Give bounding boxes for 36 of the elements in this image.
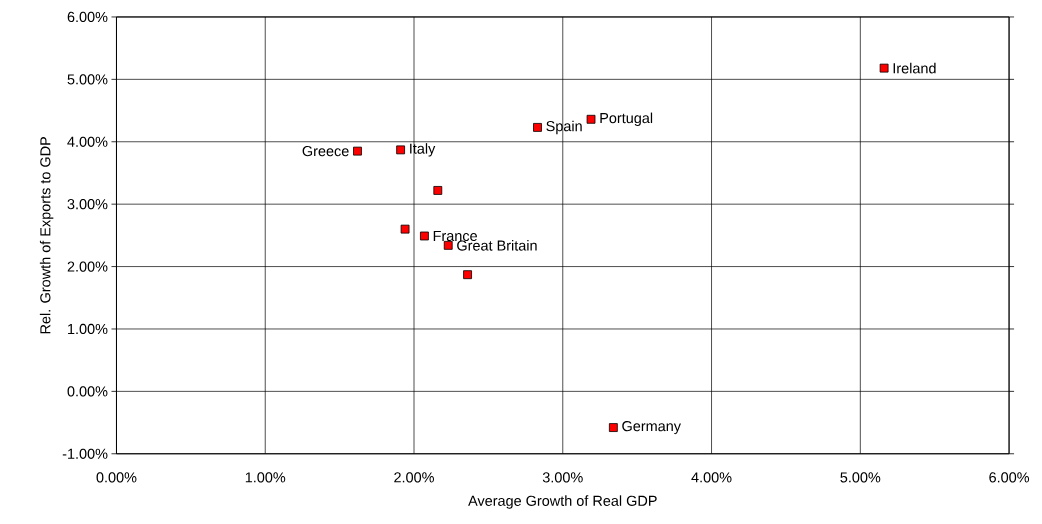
y-tick-label: -1.00% bbox=[62, 448, 108, 460]
x-tick-label: 4.00% bbox=[691, 472, 732, 483]
point bbox=[443, 241, 453, 250]
y-tick-label: 0.00% bbox=[67, 386, 108, 397]
point bbox=[353, 146, 362, 156]
y-tick-label: 1.00% bbox=[68, 324, 108, 335]
x-tick-label: 2.00% bbox=[394, 472, 434, 483]
annotation: Great Britain bbox=[457, 240, 537, 251]
annotation: Ireland bbox=[893, 63, 936, 74]
y-tick-label: 5.00% bbox=[67, 74, 108, 85]
annotation: Italy bbox=[410, 143, 436, 157]
y-axis-title: Rel. Growth of Exports to GDP bbox=[39, 137, 54, 334]
point bbox=[608, 423, 618, 433]
x-tick-label: 3.00% bbox=[542, 472, 583, 483]
y-tick-label: 3.00% bbox=[67, 199, 108, 210]
point bbox=[463, 270, 472, 280]
annotation: Spain bbox=[546, 120, 582, 135]
y-tick-label: 2.00% bbox=[67, 261, 108, 272]
point bbox=[586, 115, 596, 124]
point bbox=[533, 123, 542, 132]
point bbox=[879, 63, 889, 73]
annotation: Portugal bbox=[600, 112, 653, 127]
y-tick-label: 6.00% bbox=[67, 12, 108, 23]
annotation: Greece bbox=[302, 146, 349, 157]
x-tick-label: 1.00% bbox=[245, 472, 286, 483]
y-tick-label: 4.00% bbox=[67, 136, 108, 148]
x-axis-title: Average Growth of Real GDP bbox=[468, 495, 657, 509]
point bbox=[420, 231, 429, 241]
annotation: Germany bbox=[622, 421, 681, 435]
point bbox=[433, 186, 443, 196]
annotation: France bbox=[433, 231, 477, 242]
x-tick-label: 5.00% bbox=[840, 472, 881, 483]
x-tick-label: 0.00% bbox=[96, 472, 137, 483]
x-tick-label: 6.00% bbox=[989, 472, 1030, 483]
point bbox=[396, 145, 406, 155]
point bbox=[400, 224, 410, 234]
